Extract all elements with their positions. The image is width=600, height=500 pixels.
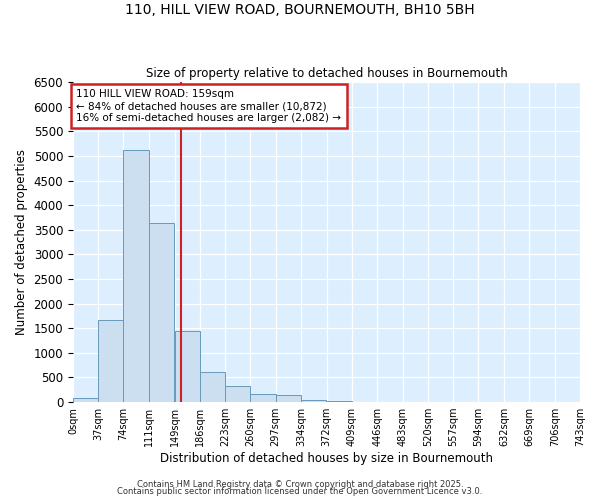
Text: 110 HILL VIEW ROAD: 159sqm
← 84% of detached houses are smaller (10,872)
16% of : 110 HILL VIEW ROAD: 159sqm ← 84% of deta… <box>76 90 341 122</box>
Bar <box>275 395 301 402</box>
Text: Contains public sector information licensed under the Open Government Licence v3: Contains public sector information licen… <box>118 487 482 496</box>
Y-axis label: Number of detached properties: Number of detached properties <box>15 149 28 335</box>
Bar <box>327 400 352 402</box>
Bar <box>124 150 149 402</box>
Bar <box>149 223 174 402</box>
Bar <box>175 331 200 402</box>
Bar <box>301 400 326 402</box>
Bar <box>73 398 98 402</box>
Bar <box>250 394 275 402</box>
Text: Contains HM Land Registry data © Crown copyright and database right 2025.: Contains HM Land Registry data © Crown c… <box>137 480 463 489</box>
Title: Size of property relative to detached houses in Bournemouth: Size of property relative to detached ho… <box>146 66 508 80</box>
X-axis label: Distribution of detached houses by size in Bournemouth: Distribution of detached houses by size … <box>160 452 493 465</box>
Text: 110, HILL VIEW ROAD, BOURNEMOUTH, BH10 5BH: 110, HILL VIEW ROAD, BOURNEMOUTH, BH10 5… <box>125 2 475 16</box>
Bar <box>225 386 250 402</box>
Bar <box>200 372 225 402</box>
Bar <box>98 320 124 402</box>
